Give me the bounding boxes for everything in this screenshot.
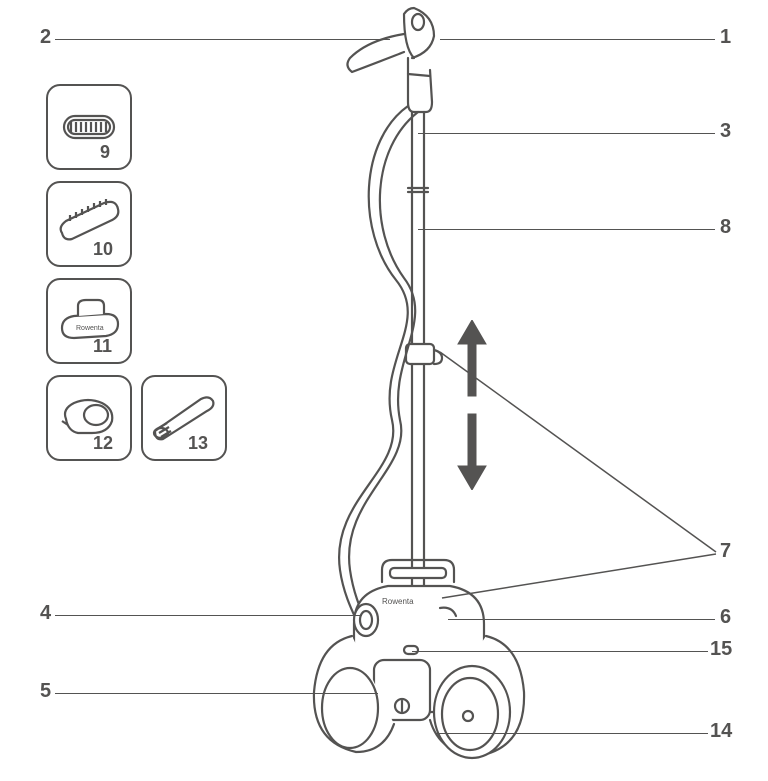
accessory-13-icon <box>143 377 225 459</box>
accessory-num-11: 11 <box>93 336 112 357</box>
leader-4 <box>55 615 362 616</box>
callout-5: 5 <box>40 680 51 703</box>
accessory-11-icon: Rowenta <box>48 280 130 362</box>
svg-text:Rowenta: Rowenta <box>76 325 104 332</box>
callout-1: 1 <box>720 26 731 49</box>
callout-8: 8 <box>720 216 731 239</box>
accessory-box-11: Rowenta <box>46 278 132 364</box>
accessory-num-10: 10 <box>93 239 113 260</box>
accessory-box-12 <box>46 375 132 461</box>
leader-14 <box>435 733 708 734</box>
accessory-10-icon <box>48 183 130 265</box>
accessory-num-13: 13 <box>188 433 208 454</box>
leader-15 <box>412 651 708 652</box>
callout-3: 3 <box>720 120 731 143</box>
accessory-num-9: 9 <box>100 142 110 163</box>
accessory-box-10 <box>46 181 132 267</box>
leader-5 <box>55 693 378 694</box>
leader-2 <box>55 39 390 40</box>
leader-1 <box>440 39 715 40</box>
callout-14: 14 <box>710 720 732 743</box>
leader-6 <box>448 619 715 620</box>
callout-6: 6 <box>720 606 731 629</box>
accessory-box-13 <box>141 375 227 461</box>
accessory-num-12: 12 <box>93 433 113 454</box>
leader-8 <box>418 229 715 230</box>
accessory-box-9 <box>46 84 132 170</box>
accessory-12-icon <box>48 377 130 459</box>
accessory-9-icon <box>48 86 130 168</box>
callout-4: 4 <box>40 602 51 625</box>
callout-7: 7 <box>720 540 731 563</box>
diagram-page: Rowenta <box>0 0 768 781</box>
callout-2: 2 <box>40 26 51 49</box>
leader-3 <box>418 133 715 134</box>
callout-15: 15 <box>710 638 732 661</box>
